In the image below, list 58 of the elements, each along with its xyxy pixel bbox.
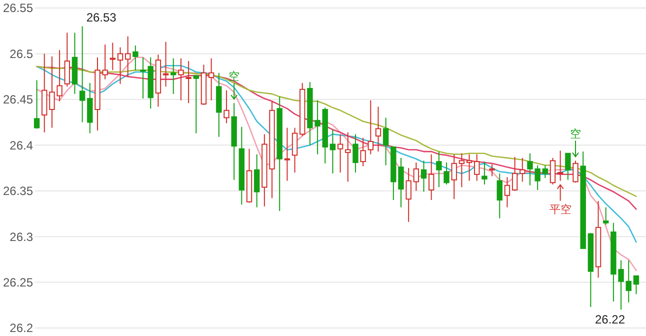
candlestick [162, 41, 169, 88]
candlestick [170, 58, 176, 94]
candlestick [186, 60, 192, 104]
candlestick [148, 56, 154, 110]
candlestick [496, 172, 502, 219]
candlestick [345, 132, 351, 182]
candlestick [254, 154, 260, 208]
candlestick [482, 161, 488, 185]
candlestick [504, 176, 510, 208]
candlestick [42, 53, 48, 133]
candlestick [382, 117, 389, 166]
candlestick [231, 102, 237, 180]
candlestick [208, 58, 214, 101]
candlestick [155, 54, 162, 108]
candlestick [413, 162, 420, 192]
y-tick-label: 26.55 [2, 1, 34, 16]
candlestick [292, 127, 298, 174]
candlestick [428, 154, 434, 200]
y-tick-label: 26.5 [10, 46, 34, 61]
annotation: 空 [570, 128, 582, 141]
candlestick [276, 96, 282, 212]
candlestick [595, 200, 602, 278]
y-tick-label: 26.4 [10, 138, 34, 152]
y-tick-label: 26.45 [2, 92, 34, 107]
annotation: 空 [228, 70, 240, 84]
candlestick [132, 44, 138, 71]
y-tick-label: 26.35 [2, 184, 34, 198]
candlestick [626, 260, 632, 303]
candlestick [436, 151, 442, 188]
candlestick [406, 168, 412, 222]
annotation: 26.53 [86, 10, 117, 24]
candlestick [330, 129, 336, 174]
candlestick [87, 82, 93, 134]
candlestick [224, 90, 230, 124]
candlestick [178, 58, 184, 101]
y-tick-label: 26.25 [2, 275, 34, 290]
candlestick [140, 56, 146, 100]
candlestick [458, 152, 465, 188]
y-tick-label: 26.2 [10, 321, 34, 336]
candlestick [557, 150, 564, 182]
candlestick [124, 36, 131, 78]
candlestick [352, 134, 358, 174]
candlestick [79, 26, 86, 123]
candlestick [72, 32, 78, 94]
candlestick [110, 42, 116, 71]
candlestick [337, 134, 344, 174]
candlestick [451, 154, 457, 200]
candlestick [368, 100, 374, 155]
candlestick [520, 157, 526, 182]
candlestick [238, 126, 245, 206]
candlestick [284, 127, 290, 182]
candlestick [375, 106, 382, 152]
y-tick-label: 26.3 [10, 230, 34, 244]
candlestick [474, 154, 480, 182]
candlestick [420, 160, 427, 192]
candlestick [216, 72, 222, 138]
annotation: 平空 [549, 202, 572, 216]
annotation: 26.22 [595, 312, 626, 327]
